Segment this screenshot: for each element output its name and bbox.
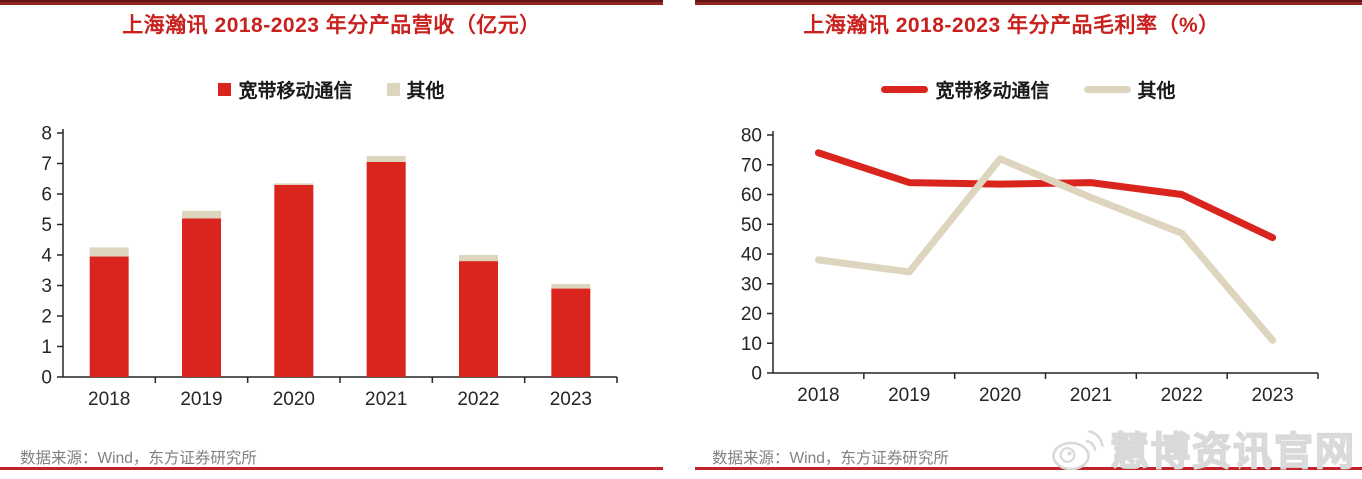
- x-axis-category-label: 2019: [180, 389, 222, 410]
- gross-margin-chart-title: 上海瀚讯 2018-2023 年分产品毛利率（%）: [803, 14, 1220, 37]
- line-series: [814, 149, 1277, 242]
- bar-segment: [551, 283, 591, 289]
- y-axis-tick-label: 6: [41, 185, 52, 206]
- bar-segment: [89, 247, 129, 257]
- panel-bottom-border: [0, 467, 663, 470]
- bar-segment: [459, 261, 498, 377]
- y-axis-tick-label: 3: [41, 276, 52, 297]
- gross-margin-chart-panel: 上海瀚讯 2018-2023 年分产品毛利率（%） 宽带移动通信 其他 0 10 2…: [695, 0, 1362, 479]
- y-axis-tick-label: 7: [41, 154, 52, 175]
- revenue-stacked-bar-chart: 0 1 2 3 4 5 6 7 8 2018 2019 2020 2021 2022 2023: [41, 124, 618, 410]
- watermark: 慧博资讯官网: [1050, 421, 1356, 477]
- panel-top-border: [695, 0, 1362, 5]
- bar-segment: [366, 155, 406, 162]
- x-axis-category-label: 2022: [1161, 385, 1203, 406]
- y-axis-tick-label: 0: [41, 368, 52, 389]
- bar-segment: [274, 183, 314, 185]
- x-axis-category-label: 2018: [797, 385, 839, 406]
- other-series-swatch: [386, 83, 400, 96]
- legend-item-broadband: 宽带移动通信: [218, 76, 353, 103]
- bar-segment: [182, 210, 221, 219]
- bar-segment: [89, 256, 129, 377]
- legend-item-broadband: 宽带移动通信: [881, 76, 1050, 103]
- broadband-series-swatch: [218, 83, 232, 96]
- bar-segment: [274, 184, 314, 377]
- bar-segment: [366, 161, 406, 377]
- y-axis-tick-label: 20: [741, 304, 762, 325]
- y-axis-tick-label: 8: [41, 124, 52, 145]
- x-axis-category-label: 2020: [979, 385, 1021, 406]
- x-axis-category-label: 2018: [88, 389, 130, 410]
- x-axis-category-label: 2019: [888, 385, 930, 406]
- legend-item-other: 其他: [386, 76, 445, 103]
- bar-segment: [551, 288, 591, 377]
- bar-segment: [459, 255, 498, 262]
- revenue-chart-panel: 上海瀚讯 2018-2023 年分产品营收（亿元） 宽带移动通信 其他 0 1 2 3…: [0, 0, 663, 479]
- panel-bottom-border: [695, 467, 1362, 470]
- legend-label: 宽带移动通信: [935, 81, 1050, 102]
- y-axis-tick-label: 70: [741, 155, 762, 176]
- gross-margin-line-chart: 0 10 20 30 40 50 60 70 80 2018 2019 2020 2021 2022 202…: [741, 126, 1319, 406]
- watermark-text: 慧博资讯官网: [1109, 430, 1356, 475]
- x-axis-category-label: 2021: [365, 389, 407, 410]
- line-series: [814, 155, 1277, 344]
- y-axis-tick-label: 40: [741, 245, 762, 266]
- y-axis-tick-label: 0: [751, 364, 762, 385]
- revenue-chart-title: 上海瀚讯 2018-2023 年分产品营收（亿元）: [122, 14, 541, 37]
- x-axis-category-label: 2022: [457, 389, 499, 410]
- revenue-chart-legend: 宽带移动通信 其他: [0, 76, 663, 103]
- y-axis-tick-label: 5: [41, 215, 52, 236]
- y-axis-tick-label: 50: [741, 215, 762, 236]
- y-axis-tick-label: 30: [741, 274, 762, 295]
- broadband-series-swatch: [881, 86, 929, 93]
- y-axis-tick-label: 1: [41, 337, 52, 358]
- source-note: 数据来源：Wind，东方证券研究所: [20, 450, 257, 467]
- y-axis-tick-label: 60: [741, 185, 762, 206]
- bar-segment: [182, 218, 221, 377]
- panel-top-border: [0, 0, 663, 5]
- y-axis-tick-label: 80: [741, 126, 762, 147]
- other-series-swatch: [1083, 86, 1131, 93]
- legend-label: 其他: [1137, 81, 1176, 102]
- y-axis-tick-label: 4: [41, 246, 52, 267]
- y-axis-tick-label: 2: [41, 307, 52, 328]
- gross-margin-chart-legend: 宽带移动通信 其他: [695, 76, 1362, 103]
- source-note: 数据来源：Wind，东方证券研究所: [712, 450, 949, 467]
- x-axis-category-label: 2020: [273, 389, 315, 410]
- legend-label: 宽带移动通信: [238, 81, 353, 102]
- megaphone-circle-icon: [1052, 430, 1104, 471]
- legend-item-other: 其他: [1083, 76, 1176, 103]
- x-axis-category-label: 2023: [550, 389, 592, 410]
- legend-label: 其他: [406, 81, 445, 102]
- x-axis-category-label: 2021: [1070, 385, 1112, 406]
- y-axis-tick-label: 10: [741, 334, 762, 355]
- x-axis-category-label: 2023: [1251, 385, 1293, 406]
